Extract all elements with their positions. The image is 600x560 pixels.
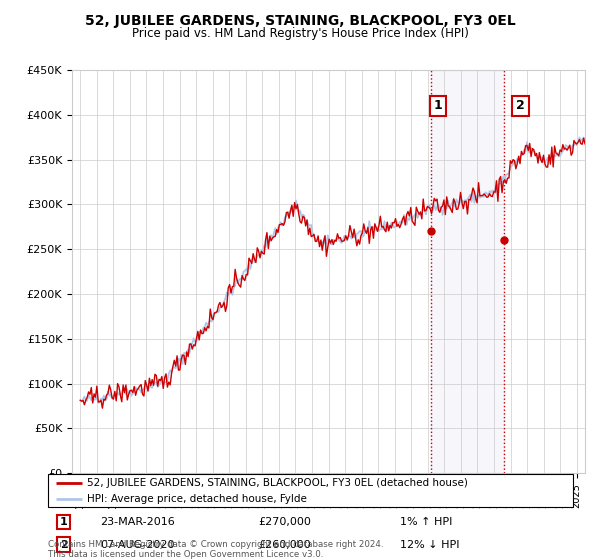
Text: 07-AUG-2020: 07-AUG-2020 (101, 540, 175, 550)
Text: 1: 1 (60, 517, 68, 527)
Text: Price paid vs. HM Land Registry's House Price Index (HPI): Price paid vs. HM Land Registry's House … (131, 27, 469, 40)
Bar (431, 70, 504, 473)
Text: 1% ↑ HPI: 1% ↑ HPI (400, 517, 452, 527)
FancyBboxPatch shape (48, 474, 573, 507)
Text: 12% ↓ HPI: 12% ↓ HPI (400, 540, 459, 550)
Text: 2: 2 (516, 99, 525, 113)
Text: 23-MAR-2016: 23-MAR-2016 (101, 517, 175, 527)
Text: £260,000: £260,000 (258, 540, 311, 550)
Text: 52, JUBILEE GARDENS, STAINING, BLACKPOOL, FY3 0EL: 52, JUBILEE GARDENS, STAINING, BLACKPOOL… (85, 14, 515, 28)
Text: 2: 2 (60, 540, 68, 550)
Text: 1: 1 (433, 99, 442, 113)
Text: HPI: Average price, detached house, Fylde: HPI: Average price, detached house, Fyld… (88, 494, 307, 503)
Text: £270,000: £270,000 (258, 517, 311, 527)
Text: Contains HM Land Registry data © Crown copyright and database right 2024.
This d: Contains HM Land Registry data © Crown c… (48, 540, 383, 559)
Text: 52, JUBILEE GARDENS, STAINING, BLACKPOOL, FY3 0EL (detached house): 52, JUBILEE GARDENS, STAINING, BLACKPOOL… (88, 478, 468, 488)
